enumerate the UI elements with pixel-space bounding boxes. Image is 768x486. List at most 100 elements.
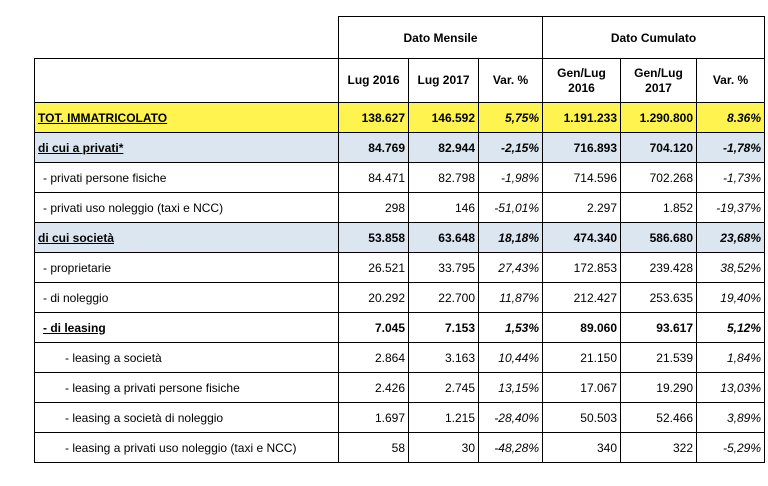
cell: -1,98% <box>478 162 543 193</box>
cell: 13,03% <box>696 372 765 403</box>
cell: 21.539 <box>620 342 697 373</box>
col-lug-2016: Lug 2016 <box>338 58 409 103</box>
cell: 33.795 <box>408 252 479 283</box>
cell: 50.503 <box>542 402 621 433</box>
table-row: - privati uso noleggio (taxi e NCC) 298 … <box>34 192 765 223</box>
cell: 474.340 <box>542 222 621 253</box>
table-row: di cui a privati* 84.769 82.944 -2,15% 7… <box>34 132 765 163</box>
cell: -19,37% <box>696 192 765 223</box>
table-row: TOT. IMMATRICOLATO 138.627 146.592 5,75%… <box>34 102 765 133</box>
row-label: TOT. IMMATRICOLATO <box>34 102 339 133</box>
cell: 298 <box>338 192 409 223</box>
cell: 1.191.233 <box>542 102 621 133</box>
cell: 82.798 <box>408 162 479 193</box>
cell: 586.680 <box>620 222 697 253</box>
row-label: di cui società <box>34 222 339 253</box>
cell: 2.426 <box>338 372 409 403</box>
cell: 704.120 <box>620 132 697 163</box>
cell: 82.944 <box>408 132 479 163</box>
cell: 253.635 <box>620 282 697 313</box>
cell: 38,52% <box>696 252 765 283</box>
cell: 138.627 <box>338 102 409 133</box>
cell: 7.153 <box>408 312 479 343</box>
cell: -28,40% <box>478 402 543 433</box>
cell: 10,44% <box>478 342 543 373</box>
table-row: - proprietarie 26.521 33.795 27,43% 172.… <box>34 252 765 283</box>
row-label: - di noleggio <box>34 282 339 313</box>
cell: 23,68% <box>696 222 765 253</box>
cell: 1.215 <box>408 402 479 433</box>
col-gen-lug-2017: Gen/Lug 2017 <box>620 58 697 103</box>
cell: 84.471 <box>338 162 409 193</box>
cell: 702.268 <box>620 162 697 193</box>
cell: -2,15% <box>478 132 543 163</box>
cell: 22.700 <box>408 282 479 313</box>
cell: 93.617 <box>620 312 697 343</box>
cell: -51,01% <box>478 192 543 223</box>
cell: -1,78% <box>696 132 765 163</box>
cell: 53.858 <box>338 222 409 253</box>
group-header-row: Dato Mensile Dato Cumulato <box>34 16 765 59</box>
cell: 2.297 <box>542 192 621 223</box>
cell: 19.290 <box>620 372 697 403</box>
cell: 27,43% <box>478 252 543 283</box>
cell: 63.648 <box>408 222 479 253</box>
monthly-group-header: Dato Mensile <box>338 16 543 59</box>
cell: 58 <box>338 432 409 463</box>
cell: 212.427 <box>542 282 621 313</box>
table-row: - privati persone fisiche 84.471 82.798 … <box>34 162 765 193</box>
row-label: - leasing a privati persone fisiche <box>34 372 339 403</box>
blank-corner <box>34 16 339 59</box>
cell: -5,29% <box>696 432 765 463</box>
cell: 21.150 <box>542 342 621 373</box>
cell: 7.045 <box>338 312 409 343</box>
cell: -1,73% <box>696 162 765 193</box>
row-label: - di leasing <box>34 312 339 343</box>
cell: 5,75% <box>478 102 543 133</box>
cumulative-group-header: Dato Cumulato <box>542 16 765 59</box>
col-monthly-var: Var. % <box>478 58 543 103</box>
cell: 19,40% <box>696 282 765 313</box>
table-row: - leasing a privati uso noleggio (taxi e… <box>34 432 765 463</box>
cell: 5,12% <box>696 312 765 343</box>
cell: 2.745 <box>408 372 479 403</box>
cell: 2.864 <box>338 342 409 373</box>
cell: 340 <box>542 432 621 463</box>
cell: 239.428 <box>620 252 697 283</box>
cell: -48,28% <box>478 432 543 463</box>
cell: 26.521 <box>338 252 409 283</box>
col-cumulative-var: Var. % <box>696 58 765 103</box>
col-gen-lug-2016: Gen/Lug 2016 <box>542 58 621 103</box>
table-row: di cui società 53.858 63.648 18,18% 474.… <box>34 222 765 253</box>
cell: 18,18% <box>478 222 543 253</box>
col-lug-2017: Lug 2017 <box>408 58 479 103</box>
row-label: - privati uso noleggio (taxi e NCC) <box>34 192 339 223</box>
row-label: - leasing a società <box>34 342 339 373</box>
table-row: - di leasing 7.045 7.153 1,53% 89.060 93… <box>34 312 765 343</box>
cell: 1.852 <box>620 192 697 223</box>
label-column-header <box>34 58 339 103</box>
cell: 716.893 <box>542 132 621 163</box>
registrations-table: Dato Mensile Dato Cumulato Lug 2016 Lug … <box>34 16 765 463</box>
cell: 3.163 <box>408 342 479 373</box>
cell: 146.592 <box>408 102 479 133</box>
cell: 1.697 <box>338 402 409 433</box>
table-row: - leasing a società di noleggio 1.697 1.… <box>34 402 765 433</box>
cell: 146 <box>408 192 479 223</box>
cell: 8.36% <box>696 102 765 133</box>
cell: 1,53% <box>478 312 543 343</box>
cell: 17.067 <box>542 372 621 403</box>
cell: 11,87% <box>478 282 543 313</box>
cell: 1.290.800 <box>620 102 697 133</box>
cell: 84.769 <box>338 132 409 163</box>
row-label: - leasing a società di noleggio <box>34 402 339 433</box>
column-header-row: Lug 2016 Lug 2017 Var. % Gen/Lug 2016 Gen… <box>34 58 765 103</box>
row-label: di cui a privati* <box>34 132 339 163</box>
table-row: - leasing a società 2.864 3.163 10,44% 2… <box>34 342 765 373</box>
row-label: - leasing a privati uso noleggio (taxi e… <box>34 432 339 463</box>
row-label: - proprietarie <box>34 252 339 283</box>
cell: 3,89% <box>696 402 765 433</box>
cell: 322 <box>620 432 697 463</box>
cell: 1,84% <box>696 342 765 373</box>
cell: 30 <box>408 432 479 463</box>
